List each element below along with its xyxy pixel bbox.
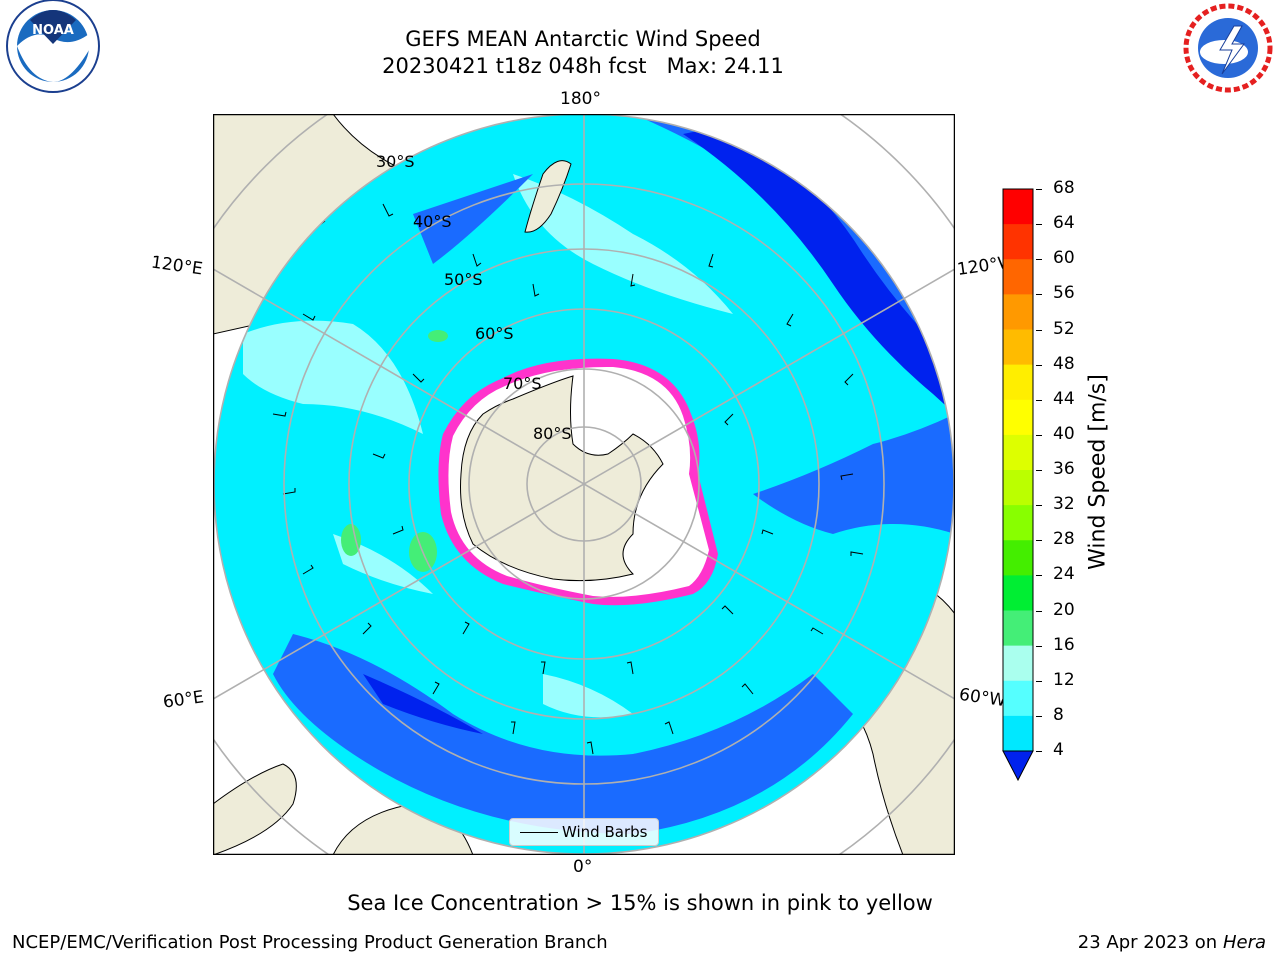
colorbar-tick-label: 60 — [1053, 248, 1075, 269]
lon-label-0: 0° — [573, 857, 593, 877]
colorbar-tick-mark — [1036, 680, 1042, 682]
wind-band-light-west — [243, 320, 423, 434]
colorbar-tick-label: 44 — [1053, 388, 1075, 409]
colorbar-swatch — [1003, 715, 1033, 752]
colorbar-swatch — [1003, 364, 1033, 401]
colorbar-tick-mark — [1036, 715, 1042, 717]
madagascar-landmass — [213, 763, 297, 855]
colorbar-swatch — [1003, 399, 1033, 436]
colorbar-tick-mark — [1036, 259, 1042, 261]
colorbar-tick-label: 52 — [1053, 318, 1075, 339]
colorbar-swatch — [1003, 294, 1033, 330]
lon-label-120e: 120°E — [149, 252, 204, 280]
colorbar-tick-label: 64 — [1053, 213, 1075, 234]
colorbar-tick-mark — [1036, 751, 1042, 752]
noaa-logo-text: NOAA — [32, 23, 74, 38]
colorbar-swatch — [1003, 329, 1033, 366]
colorbar-tick-label: 12 — [1053, 669, 1075, 690]
lat-label-40s: 40°S — [413, 212, 452, 231]
legend-line-sample — [520, 832, 558, 833]
footer-host: Hera — [1222, 932, 1266, 953]
colorbar-extend-arrow — [1002, 750, 1034, 782]
lat-label-50s: 50°S — [444, 270, 483, 289]
colorbar-tick-label: 36 — [1053, 459, 1075, 479]
colorbar-tick-mark — [1036, 645, 1042, 647]
wind-barbs — [272, 203, 864, 755]
colorbar-swatch — [1003, 224, 1033, 260]
colorbar-tick-label: 24 — [1053, 564, 1075, 585]
colorbar-tick-mark — [1036, 434, 1042, 436]
colorbar-swatch — [1003, 434, 1033, 471]
colorbar-label: Wind Speed [m/s] — [1085, 374, 1111, 570]
colorbar-tick-mark — [1036, 540, 1042, 542]
colorbar-tick-label: 56 — [1053, 283, 1075, 304]
colorbar-swatch — [1003, 189, 1033, 225]
colorbar-tick-label: 32 — [1053, 494, 1075, 515]
colorbar-tick-mark — [1036, 575, 1042, 577]
colorbar-tick-label: 20 — [1053, 599, 1075, 620]
colorbar — [1002, 188, 1034, 782]
antarctica-landmass — [460, 375, 664, 582]
map-title: GEFS MEAN Antarctic Wind Speed — [405, 27, 761, 51]
map-subtitle: 20230421 t18z 048h fcst Max: 24.11 — [382, 54, 784, 78]
colorbar-swatch — [1003, 470, 1033, 506]
footer-credit: NCEP/EMC/Verification Post Processing Pr… — [12, 932, 608, 953]
new-zealand-landmass — [524, 160, 572, 233]
polar-map — [213, 114, 955, 855]
colorbar-tick-label: 68 — [1053, 178, 1075, 198]
lat-label-70s: 70°S — [503, 374, 542, 393]
colorbar-swatch — [1003, 540, 1033, 576]
nws-logo — [1176, 0, 1280, 100]
colorbar-tick-label: 4 — [1053, 740, 1064, 760]
colorbar-tick-mark — [1036, 294, 1042, 296]
lat-label-30s: 30°S — [376, 152, 415, 171]
colorbar-swatch — [1003, 645, 1033, 682]
lon-label-180: 180° — [560, 89, 601, 109]
colorbar-tick-label: 8 — [1053, 704, 1064, 725]
colorbar-tick-label: 48 — [1053, 353, 1075, 374]
colorbar-frame — [1002, 188, 1034, 752]
lat-label-80s: 80°S — [533, 424, 572, 443]
noaa-logo: NOAA — [0, 0, 106, 106]
colorbar-tick-mark — [1036, 505, 1042, 507]
colorbar-tick-label: 28 — [1053, 529, 1075, 550]
colorbar-swatch — [1003, 259, 1033, 295]
footer-date-text: 23 Apr 2023 on — [1077, 932, 1223, 953]
footer-date: 23 Apr 2023 on Hera — [1078, 932, 1266, 953]
map-frame — [213, 114, 955, 855]
lon-label-60e: 60°E — [161, 687, 206, 713]
colorbar-swatch — [1003, 505, 1033, 541]
colorbar-swatch — [1003, 610, 1033, 647]
colorbar-swatch — [1003, 680, 1033, 717]
sea-ice-note: Sea Ice Concentration > 15% is shown in … — [347, 891, 933, 915]
wind-barb-legend: Wind Barbs — [509, 818, 659, 846]
colorbar-tick-label: 40 — [1053, 423, 1075, 444]
legend-label: Wind Barbs — [562, 823, 648, 841]
meridian-60E-120W — [213, 268, 955, 700]
colorbar-tick-label: 16 — [1053, 634, 1075, 655]
colorbar-tick-mark — [1036, 399, 1042, 401]
wind-band-south — [273, 634, 853, 834]
colorbar-tick-mark — [1036, 364, 1042, 366]
colorbar-swatch — [1003, 575, 1033, 611]
colorbar-tick-mark — [1036, 470, 1042, 471]
colorbar-tick-mark — [1036, 329, 1042, 331]
colorbar-tick-mark — [1036, 224, 1042, 226]
lat-label-60s: 60°S — [475, 324, 514, 343]
colorbar-tick-mark — [1036, 189, 1042, 190]
colorbar-tick-mark — [1036, 610, 1042, 612]
